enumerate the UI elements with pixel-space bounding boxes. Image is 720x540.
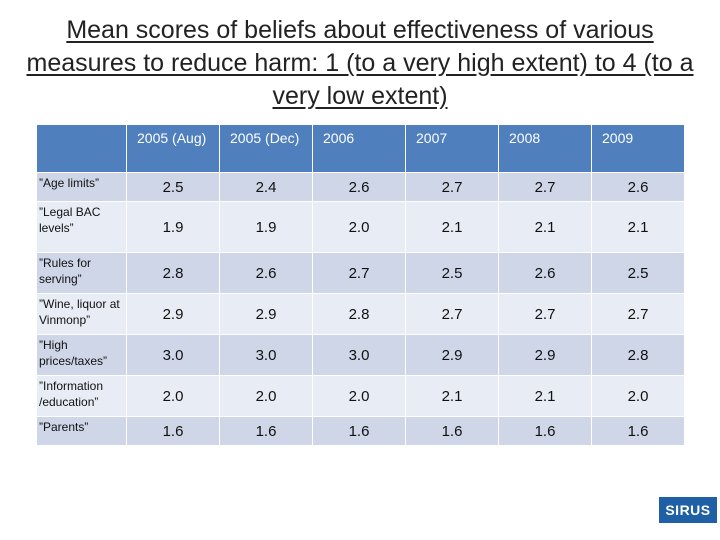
sirus-logo: SIRUS (659, 497, 717, 523)
row-label: ”Rules for serving” (36, 252, 127, 294)
table-row: ”Legal BAC levels” 1.9 1.9 2.0 2.1 2.1 2… (36, 201, 685, 253)
table-cell: 1.9 (126, 201, 220, 253)
header-cell-2006: 2006 (312, 124, 406, 173)
header-cell-2009: 2009 (591, 124, 685, 173)
table-row: ”Rules for serving” 2.8 2.6 2.7 2.5 2.6 … (36, 252, 685, 294)
table-row: ”High prices/taxes” 3.0 3.0 3.0 2.9 2.9 … (36, 334, 685, 376)
table-cell: 2.5 (126, 172, 220, 202)
table-cell: 2.8 (312, 293, 406, 335)
table-cell: 2.0 (126, 375, 220, 417)
table-cell: 2.1 (498, 375, 592, 417)
table-cell: 3.0 (219, 334, 313, 376)
table-cell: 2.0 (312, 201, 406, 253)
row-label: ”Information /education” (36, 375, 127, 417)
table-cell: 2.1 (591, 201, 685, 253)
row-label: ”Age limits” (36, 172, 127, 202)
table-cell: 2.5 (591, 252, 685, 294)
header-cell-2007: 2007 (405, 124, 499, 173)
row-label: ”Legal BAC levels” (36, 201, 127, 253)
table-cell: 2.1 (498, 201, 592, 253)
table-cell: 1.6 (312, 416, 406, 446)
table-cell: 2.7 (591, 293, 685, 335)
header-cell-empty (36, 124, 127, 173)
table-cell: 2.7 (405, 293, 499, 335)
table-cell: 2.9 (219, 293, 313, 335)
table-cell: 2.9 (405, 334, 499, 376)
row-label: ”High prices/taxes” (36, 334, 127, 376)
row-label: ”Wine, liquor at Vinmonp” (36, 293, 127, 335)
table-cell: 1.6 (126, 416, 220, 446)
table-cell: 1.6 (219, 416, 313, 446)
table-cell: 1.9 (219, 201, 313, 253)
table-cell: 3.0 (312, 334, 406, 376)
header-cell-2008: 2008 (498, 124, 592, 173)
table-cell: 2.9 (126, 293, 220, 335)
table-cell: 2.8 (591, 334, 685, 376)
table-cell: 2.6 (498, 252, 592, 294)
table-cell: 2.7 (498, 293, 592, 335)
table-cell: 2.0 (591, 375, 685, 417)
table-cell: 2.7 (405, 172, 499, 202)
header-cell-2005-aug: 2005 (Aug) (126, 124, 220, 173)
table-cell: 2.0 (312, 375, 406, 417)
table-cell: 2.1 (405, 375, 499, 417)
scores-table: 2005 (Aug) 2005 (Dec) 2006 2007 2008 200… (36, 124, 685, 446)
table-cell: 2.8 (126, 252, 220, 294)
table-cell: 2.4 (219, 172, 313, 202)
table-cell: 1.6 (405, 416, 499, 446)
table-cell: 2.6 (312, 172, 406, 202)
table-cell: 2.1 (405, 201, 499, 253)
table-row: ”Wine, liquor at Vinmonp” 2.9 2.9 2.8 2.… (36, 293, 685, 335)
table-cell: 2.7 (312, 252, 406, 294)
table-cell: 3.0 (126, 334, 220, 376)
table-cell: 1.6 (498, 416, 592, 446)
table-cell: 2.7 (498, 172, 592, 202)
table-cell: 1.6 (591, 416, 685, 446)
table-row: ”Age limits” 2.5 2.4 2.6 2.7 2.7 2.6 (36, 172, 685, 202)
table-cell: 2.9 (498, 334, 592, 376)
header-cell-2005-dec: 2005 (Dec) (219, 124, 313, 173)
table-row: ”Parents” 1.6 1.6 1.6 1.6 1.6 1.6 (36, 416, 685, 446)
table-cell: 2.6 (219, 252, 313, 294)
row-label: ”Parents” (36, 416, 127, 446)
table-cell: 2.5 (405, 252, 499, 294)
table-cell: 2.6 (591, 172, 685, 202)
table-cell: 2.0 (219, 375, 313, 417)
header-row: 2005 (Aug) 2005 (Dec) 2006 2007 2008 200… (36, 124, 685, 173)
page-title: Mean scores of beliefs about effectivene… (26, 16, 694, 110)
table-row: ”Information /education” 2.0 2.0 2.0 2.1… (36, 375, 685, 417)
